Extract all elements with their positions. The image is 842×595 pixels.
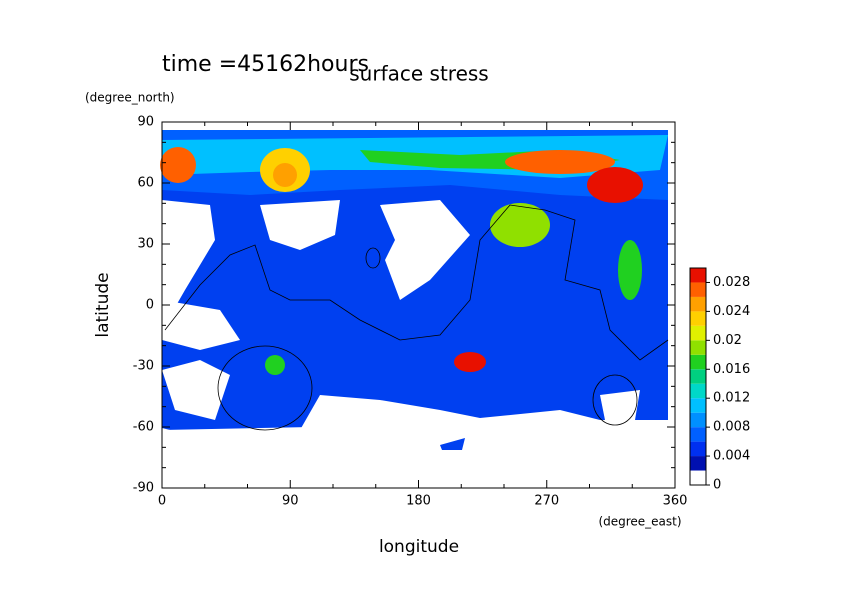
colorbar-band [690, 441, 706, 457]
time-annotation: time =45162hours [162, 52, 369, 77]
colorbar-band [690, 412, 706, 428]
coastline [217, 345, 313, 431]
colorbar-band [690, 470, 706, 485]
x-tick-label: 180 [406, 494, 431, 509]
field [160, 130, 668, 488]
x-axis-label: longitude [379, 537, 459, 557]
field-hole [162, 360, 230, 420]
colorbar-tick-label: 0.028 [713, 275, 750, 290]
y-tick-label: 90 [137, 115, 154, 130]
field-spot [490, 203, 550, 247]
y-tick-label: 60 [137, 176, 154, 191]
y-tick-label: -90 [133, 481, 154, 496]
field-hole [380, 200, 470, 300]
colorbar-band [690, 311, 706, 326]
colorbar-band [690, 456, 706, 471]
x-tick-label: 90 [282, 494, 299, 509]
colorbar-tick-label: 0.008 [713, 420, 750, 435]
colorbar-tick-label: 0 [713, 478, 721, 493]
field-hole [162, 200, 215, 330]
y-tick-label: 30 [137, 237, 154, 252]
field-spot [618, 240, 642, 300]
y-axis-label: latitude [93, 272, 113, 337]
colorbar-band [690, 340, 706, 355]
coastlines [164, 204, 669, 431]
field-spot [273, 163, 297, 187]
colorbar-frame [689, 267, 707, 486]
coastline [592, 374, 638, 426]
field-spot [265, 355, 285, 375]
field-hole [260, 200, 340, 250]
colorbar-band [690, 369, 706, 384]
coastline [365, 247, 381, 269]
colorbar-band [690, 296, 706, 312]
field-hole [162, 420, 668, 488]
colorbar-band [690, 427, 706, 442]
colorbar-band [690, 268, 706, 283]
field-spot [505, 150, 615, 174]
colorbar-band [690, 354, 706, 370]
field-spot [587, 167, 643, 203]
y-tick-label: 0 [146, 298, 154, 313]
x-tick-label: 270 [534, 494, 559, 509]
colorbar-tick-label: 0.016 [713, 362, 750, 377]
field-region [440, 438, 465, 450]
y-tick-label: -30 [133, 359, 154, 374]
colorbar-band [690, 398, 706, 413]
x-tick-label: 360 [663, 494, 688, 509]
x-units: (degree_east) [598, 515, 681, 529]
chart-title: surface stress [349, 62, 488, 86]
coastline [164, 204, 669, 361]
colorbar-band [690, 282, 706, 297]
field-spot [454, 352, 486, 372]
field-spot [160, 147, 196, 183]
colorbar-tick-label: 0.024 [713, 304, 750, 319]
colorbar-tick-label: 0.004 [713, 449, 750, 464]
y-tick-label: -60 [133, 420, 154, 435]
colorbar-tick-label: 0.02 [713, 333, 742, 348]
colorbar-band [690, 325, 706, 341]
field-hole [162, 300, 240, 350]
y-units: (degree_north) [85, 91, 175, 105]
colorbar-band [690, 383, 706, 399]
x-tick-label: 0 [158, 494, 166, 509]
field-hole [600, 390, 640, 420]
colorbar-tick-label: 0.012 [713, 391, 750, 406]
